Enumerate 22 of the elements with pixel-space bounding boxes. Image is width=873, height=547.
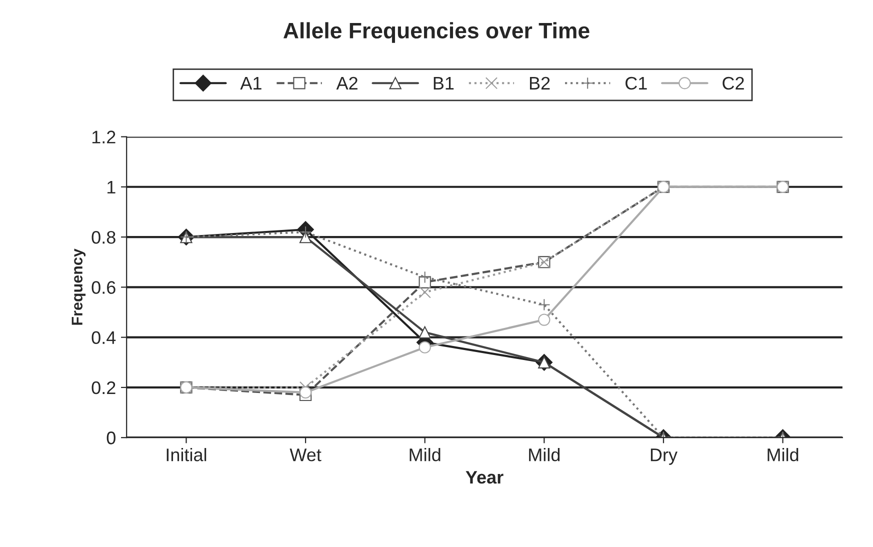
y-tick-label: 0.4 [92, 331, 116, 344]
y-tick-label: 0.6 [92, 281, 116, 294]
legend-label: C1 [626, 76, 647, 90]
x-axis-title: Year [466, 471, 504, 484]
x-tick-label: Dry [650, 448, 678, 465]
x-tick-label: Initial [166, 448, 206, 462]
y-tick-label: 1 [108, 181, 116, 194]
y-tick-label: 0 [106, 432, 116, 444]
y-tick-label: 0.8 [92, 230, 116, 244]
x-tick-label: Wet [290, 448, 322, 462]
chart-title: Allele Frequencies over Time [283, 22, 590, 43]
x-tick-label: Mild [529, 448, 560, 462]
y-tick-label: 1.2 [92, 130, 116, 144]
legend-label: A2 [336, 76, 358, 90]
legend-label: C2 [722, 76, 744, 90]
legend-label: A1 [240, 77, 262, 90]
y-axis-title: Frequency [72, 248, 86, 325]
legend-label: B2 [530, 76, 550, 90]
x-tick-label: Mild [410, 448, 440, 462]
y-tick-label: 0.2 [92, 381, 116, 394]
legend-label: B1 [434, 77, 454, 90]
x-tick-label: Mild [768, 448, 798, 462]
